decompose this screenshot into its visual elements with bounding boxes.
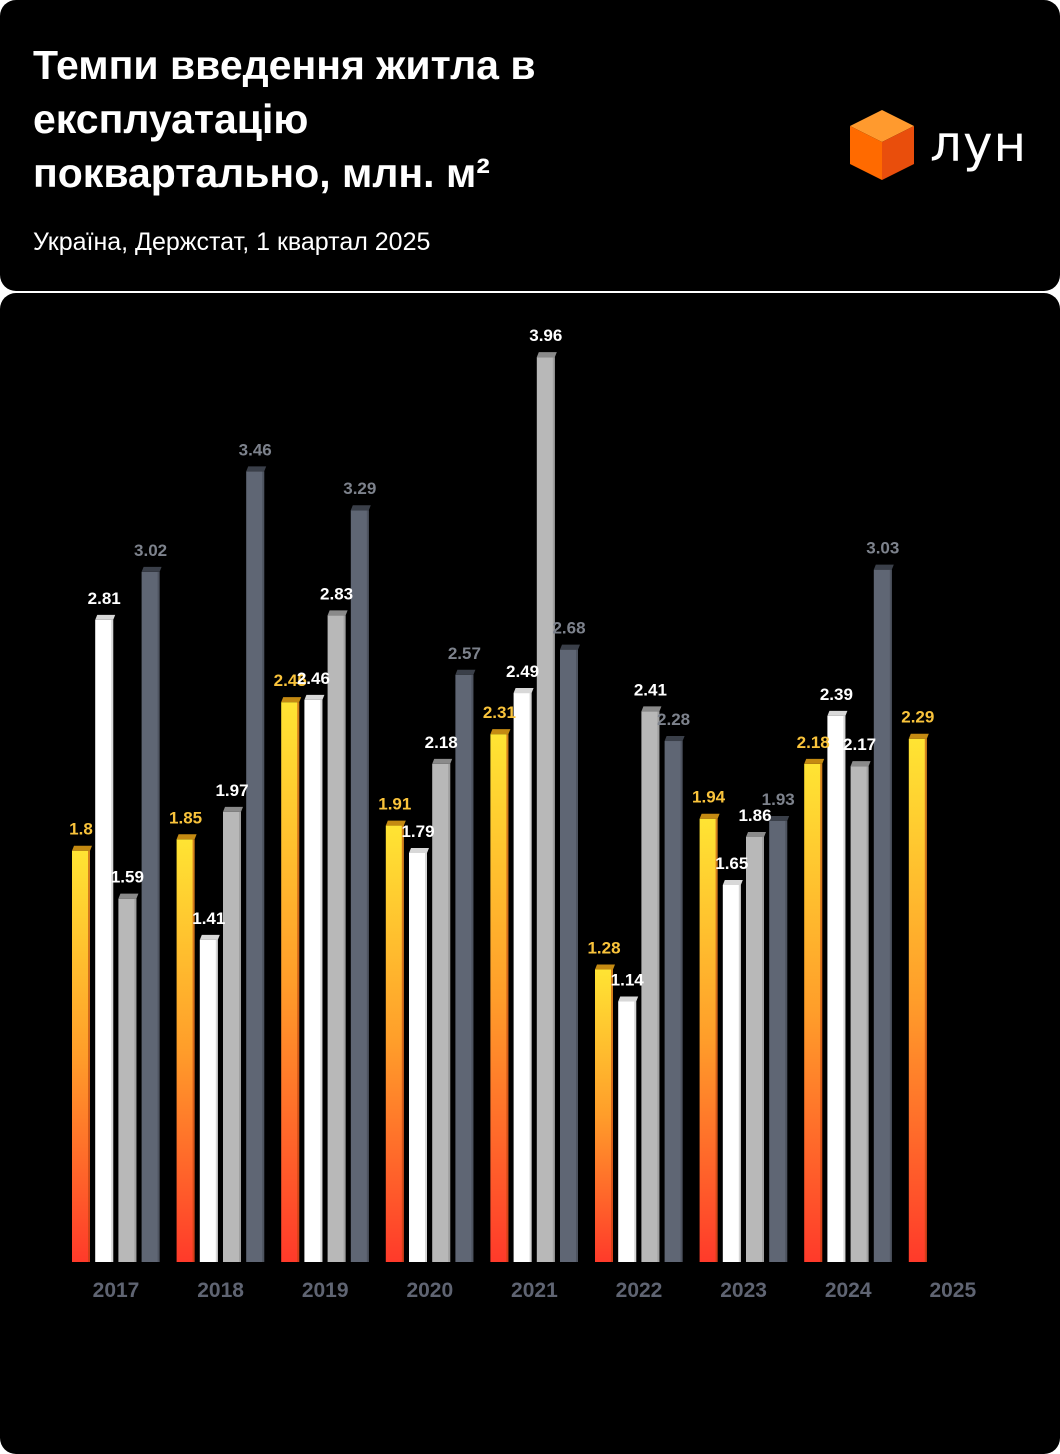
value-label-2024-q2: 2.39: [820, 685, 853, 704]
value-label-2019-q1: 2.45: [274, 671, 307, 690]
bar-2024-q4: [873, 564, 894, 1262]
bar-2023-q4: [769, 815, 790, 1262]
value-label-2019-q4: 3.29: [343, 479, 376, 498]
title-line-1: Темпи введення житла в: [33, 42, 536, 88]
value-label-2022-q2: 1.14: [611, 971, 645, 990]
bar-2019-q2: [304, 694, 325, 1262]
lun-logo: лун: [846, 108, 1036, 184]
value-label-2022-q3: 2.41: [634, 680, 667, 699]
bar-2024-q1: [804, 758, 825, 1262]
title-line-2: експлуатацію: [33, 96, 309, 142]
value-label-2021-q3: 3.96: [529, 326, 562, 345]
bar-2017-q3: [118, 893, 139, 1262]
bar-2023-q2: [722, 879, 743, 1262]
year-label-2022: 2022: [616, 1279, 663, 1302]
bar-2018-q1: [176, 834, 197, 1262]
value-label-2024-q4: 3.03: [866, 539, 899, 558]
value-label-2025-q1: 2.29: [901, 708, 934, 727]
value-label-2024-q3: 2.17: [843, 735, 876, 754]
value-label-2018-q1: 1.85: [169, 808, 202, 827]
year-label-2017: 2017: [93, 1279, 140, 1302]
bar-2018-q4: [246, 466, 267, 1262]
bar-2024-q3: [850, 761, 871, 1262]
chart-card: 1.8 2.81 1.59 3.02 1.85 1.41 1.97 3.46 2.45 2.46 2…: [0, 293, 1060, 1454]
cube-icon: [850, 110, 914, 180]
value-label-2021-q2: 2.49: [506, 662, 539, 681]
bar-2021-q3: [536, 352, 557, 1262]
value-label-2021-q4: 2.68: [552, 619, 585, 638]
year-label-2025: 2025: [929, 1279, 976, 1302]
bar-chart: 1.8 2.81 1.59 3.02 1.85 1.41 1.97 3.46 2.452.46 2…: [69, 326, 977, 1302]
year-label-2019: 2019: [302, 1279, 349, 1302]
bar-2017-q2: [95, 614, 116, 1262]
bar-2021-q2: [513, 688, 534, 1262]
year-label-2021: 2021: [511, 1279, 558, 1302]
value-labels-layer: 1.8 2.81 1.59 3.02 1.85 1.41 1.97 3.46 2.452.46 2…: [69, 326, 934, 989]
value-label-2018-q2: 1.41: [192, 909, 225, 928]
bar-2023-q3: [746, 831, 766, 1262]
bar-2019-q1: [281, 697, 302, 1262]
bar-2018-q2: [199, 934, 220, 1262]
bar-2021-q4: [560, 644, 580, 1262]
bar-2023-q1: [699, 813, 720, 1262]
chart-title: Темпи введення житла в експлуатацію покв…: [33, 38, 673, 200]
chart-subtitle: Україна, Держстат, 1 квартал 2025: [33, 228, 431, 256]
value-label-2017-q2: 2.81: [88, 589, 121, 608]
value-label-2017-q3: 1.59: [111, 868, 144, 887]
value-label-2021-q1: 2.31: [483, 703, 516, 722]
year-labels-layer: 2017 2018 2019 2020 2021 2022 2023 2024 2025: [93, 1279, 977, 1302]
bar-2018-q3: [223, 806, 243, 1262]
value-label-2017-q1: 1.8: [69, 820, 93, 839]
value-label-2022-q4: 2.28: [657, 710, 690, 729]
value-label-2020-q1: 1.91: [378, 795, 411, 814]
bar-2022-q3: [641, 706, 662, 1262]
bar-2020-q2: [409, 847, 429, 1262]
value-label-2023-q3: 1.86: [738, 806, 771, 825]
value-label-2024-q1: 2.18: [797, 733, 830, 752]
value-label-2022-q1: 1.28: [587, 939, 620, 958]
logo-text: лун: [930, 115, 1028, 173]
header-card: Темпи введення житла в експлуатацію покв…: [0, 0, 1060, 291]
bar-2022-q1: [595, 964, 615, 1262]
bar-2017-q4: [141, 566, 162, 1262]
value-label-2018-q3: 1.97: [215, 781, 248, 800]
value-label-2020-q3: 2.18: [425, 733, 458, 752]
value-label-2019-q3: 2.83: [320, 584, 353, 603]
bar-2022-q2: [618, 996, 639, 1262]
bar-2024-q2: [827, 710, 848, 1262]
value-label-2023-q4: 1.93: [762, 790, 795, 809]
bar-2022-q4: [664, 736, 685, 1262]
title-line-3: поквартально, млн. м²: [33, 150, 490, 196]
bar-2020-q1: [385, 820, 406, 1262]
bar-2019-q4: [350, 505, 371, 1262]
year-label-2023: 2023: [720, 1279, 767, 1302]
bars-layer: [72, 352, 929, 1262]
year-label-2020: 2020: [406, 1279, 453, 1302]
bar-2020-q4: [455, 669, 476, 1262]
value-label-2023-q2: 1.65: [715, 854, 748, 873]
value-label-2020-q4: 2.57: [448, 644, 481, 663]
value-label-2019-q2: 2.46: [297, 669, 330, 688]
value-label-2023-q1: 1.94: [692, 788, 726, 807]
bar-2025-q1: [908, 733, 929, 1262]
value-label-2020-q2: 1.79: [401, 822, 434, 841]
value-label-2017-q4: 3.02: [134, 541, 167, 560]
bar-2020-q3: [432, 758, 453, 1262]
bar-2021-q1: [490, 729, 511, 1262]
bar-2019-q3: [327, 610, 348, 1262]
year-label-2024: 2024: [825, 1279, 872, 1302]
value-label-2018-q4: 3.46: [239, 440, 272, 459]
year-label-2018: 2018: [197, 1279, 244, 1302]
bar-2017-q1: [72, 845, 92, 1262]
